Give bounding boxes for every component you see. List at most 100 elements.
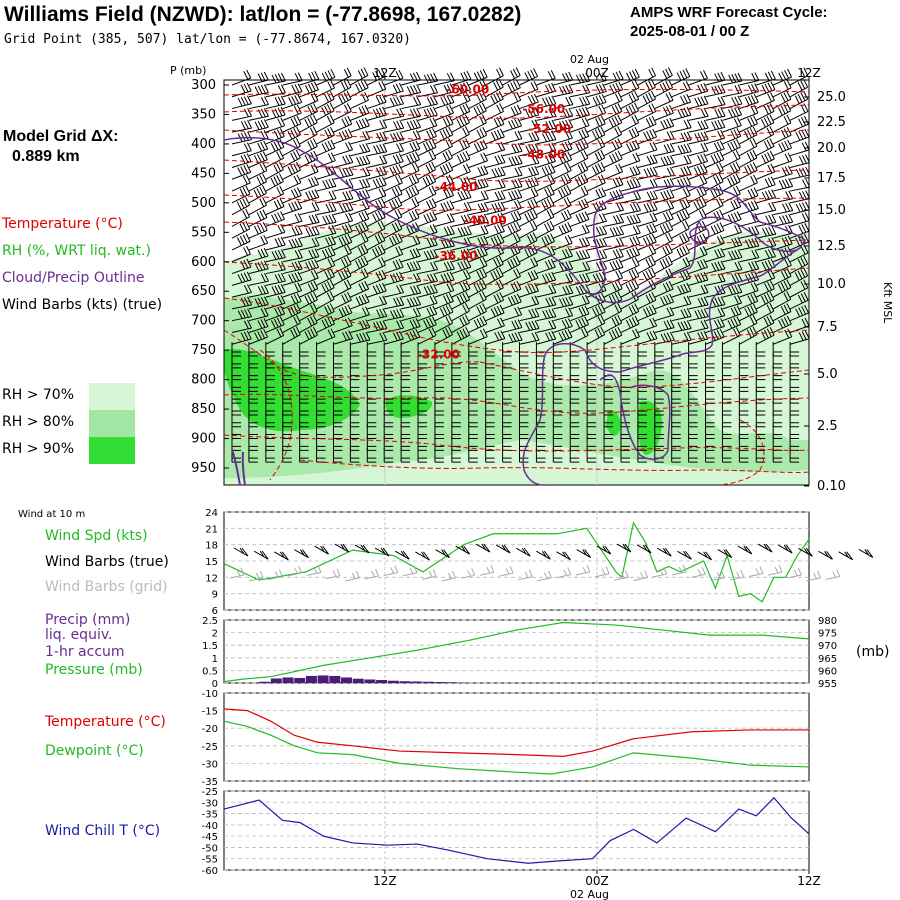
temperature-contour xyxy=(223,393,810,414)
wind-barb xyxy=(586,174,606,192)
precip-panel-right-tick-label: 975 xyxy=(818,629,837,640)
wind-barb xyxy=(654,412,664,428)
wind-barb xyxy=(587,213,607,227)
wind-barb xyxy=(620,424,630,440)
wind-barb xyxy=(299,176,319,192)
wind-barb xyxy=(722,185,741,204)
wind-barb xyxy=(671,282,692,298)
wind-barb xyxy=(383,412,394,428)
wind-barb xyxy=(400,365,411,381)
temperature-contour-label: -32.00 xyxy=(417,347,460,361)
temperature-contour xyxy=(719,419,765,486)
wind-barb xyxy=(366,412,377,428)
wind-barb xyxy=(333,223,353,239)
wind-barb xyxy=(366,377,377,392)
wind-barb xyxy=(705,71,726,86)
wind-barb xyxy=(603,389,614,404)
wind-barb xyxy=(502,91,522,110)
wind-barb xyxy=(772,257,792,275)
wind-barb xyxy=(299,412,309,428)
wind-barb xyxy=(536,308,557,322)
top-date-label: 02 Aug xyxy=(570,53,609,66)
wind-barb xyxy=(722,211,742,227)
wind-barb xyxy=(789,412,800,428)
wind-barb xyxy=(316,315,336,333)
wind-barb xyxy=(401,107,422,121)
wind-barb xyxy=(485,291,505,310)
wind-barb xyxy=(316,202,337,216)
wind-barb xyxy=(434,115,454,133)
wind-barb xyxy=(535,342,546,357)
wind-barb xyxy=(654,424,664,440)
wind-barb xyxy=(536,95,557,110)
wind-barb xyxy=(231,400,241,416)
wind-barb xyxy=(637,330,658,345)
wind-barb xyxy=(417,161,437,180)
legend-barbs-true: Wind Barbs (true) xyxy=(45,554,169,570)
wind-barb xyxy=(265,224,286,239)
wind-barb xyxy=(722,95,743,110)
wind-barb xyxy=(367,331,388,345)
wind-barb xyxy=(705,197,724,216)
wind-barb-grid xyxy=(575,564,591,576)
wind-barb xyxy=(654,189,675,204)
wind-barb xyxy=(637,115,657,133)
wind-barb xyxy=(603,81,624,98)
legend-rh70-swatch xyxy=(89,383,135,410)
wind-barb-true xyxy=(616,543,632,553)
wind-barb xyxy=(349,377,360,392)
wind-barb xyxy=(569,377,580,392)
wind-barb xyxy=(231,319,252,333)
wind-barb xyxy=(366,424,377,440)
wind-barb xyxy=(586,94,607,110)
wind-barb xyxy=(756,176,776,192)
wind-barb xyxy=(451,280,471,298)
wind-barb xyxy=(434,260,455,275)
wind-barb xyxy=(400,412,411,428)
wind-barb xyxy=(756,225,777,239)
wind-barb xyxy=(384,245,404,263)
wind-barb xyxy=(705,448,715,463)
wind-barb xyxy=(434,424,444,440)
wind-barb xyxy=(654,143,675,157)
wind-barb xyxy=(468,102,487,121)
wind-barb xyxy=(739,72,760,86)
wind-barb xyxy=(773,190,794,204)
wind-barb xyxy=(519,187,539,204)
wind-barb xyxy=(417,117,438,133)
wind-barb xyxy=(349,412,360,428)
wind-barb xyxy=(587,83,607,98)
wind-barb xyxy=(721,412,732,428)
wind-barb xyxy=(688,284,709,298)
wind-barb xyxy=(552,389,563,404)
wind-barb xyxy=(417,261,439,275)
wind-barb xyxy=(620,279,640,298)
wind-barb xyxy=(248,318,269,333)
wind-barb xyxy=(553,222,573,239)
wind-barb xyxy=(350,255,369,274)
wind-barb xyxy=(316,165,337,180)
wind-barb xyxy=(705,424,715,440)
wind-barb xyxy=(468,152,489,168)
wind-barb xyxy=(519,269,539,286)
wind-barb xyxy=(553,173,572,192)
legend-rh: RH (%, WRT liq. wat.) xyxy=(2,243,151,259)
wind-barb xyxy=(384,330,404,345)
height-tick-label: 17.5 xyxy=(817,171,846,186)
wind-barb xyxy=(536,163,556,180)
wind-barb-grid xyxy=(595,566,610,578)
wind-barb xyxy=(299,314,318,333)
wind-barb xyxy=(654,221,674,239)
wind-barb xyxy=(519,389,529,404)
wind-barb xyxy=(603,259,624,275)
wind-barb xyxy=(773,224,793,239)
wind-barb xyxy=(231,389,241,404)
wind-barb xyxy=(519,80,539,98)
wind-barb xyxy=(400,318,421,333)
wind-barb xyxy=(417,316,437,333)
wind-barb xyxy=(248,107,269,121)
wind-barb xyxy=(231,142,252,157)
wind-barb-grid xyxy=(768,564,783,576)
pressure-tick-label: 750 xyxy=(191,343,216,358)
wind-barb xyxy=(671,320,692,333)
